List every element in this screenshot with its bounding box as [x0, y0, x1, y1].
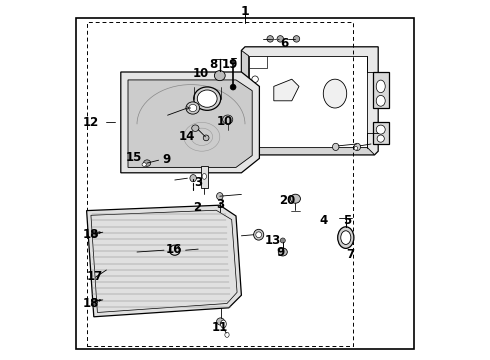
Ellipse shape: [341, 231, 351, 244]
Ellipse shape: [197, 90, 217, 107]
Text: 7: 7: [346, 248, 355, 261]
Text: 18: 18: [83, 228, 99, 241]
Text: 2: 2: [194, 201, 201, 213]
Text: 3: 3: [216, 198, 224, 211]
Ellipse shape: [376, 95, 385, 106]
Ellipse shape: [338, 227, 354, 248]
Ellipse shape: [186, 102, 199, 114]
Ellipse shape: [217, 193, 223, 200]
Ellipse shape: [202, 174, 206, 179]
Ellipse shape: [192, 125, 199, 131]
Ellipse shape: [91, 231, 98, 237]
Ellipse shape: [215, 71, 225, 81]
Polygon shape: [373, 72, 389, 108]
Ellipse shape: [267, 36, 273, 42]
Text: 10: 10: [193, 67, 209, 80]
Text: 8: 8: [209, 58, 218, 71]
Ellipse shape: [230, 84, 236, 90]
Ellipse shape: [144, 160, 151, 166]
Text: 19: 19: [221, 58, 238, 71]
Text: 6: 6: [280, 37, 288, 50]
Ellipse shape: [252, 89, 258, 95]
Text: 18: 18: [83, 297, 99, 310]
Ellipse shape: [190, 175, 196, 182]
Text: 10: 10: [217, 115, 233, 128]
Ellipse shape: [280, 238, 285, 243]
Ellipse shape: [293, 36, 300, 42]
Text: 13: 13: [265, 234, 281, 247]
Text: 11: 11: [212, 321, 228, 334]
Ellipse shape: [354, 143, 361, 150]
Text: 20: 20: [279, 194, 295, 207]
Text: 3: 3: [194, 176, 202, 189]
Polygon shape: [248, 56, 368, 148]
Text: 9: 9: [276, 246, 284, 259]
Ellipse shape: [277, 36, 284, 42]
Polygon shape: [248, 56, 267, 68]
Text: 17: 17: [86, 270, 102, 283]
Ellipse shape: [217, 318, 224, 325]
Polygon shape: [274, 79, 299, 101]
Ellipse shape: [376, 125, 385, 134]
Ellipse shape: [252, 101, 258, 108]
Ellipse shape: [220, 320, 226, 328]
Ellipse shape: [278, 248, 287, 256]
Text: 1: 1: [241, 5, 249, 18]
Ellipse shape: [323, 79, 347, 108]
Ellipse shape: [377, 135, 384, 142]
Polygon shape: [87, 205, 242, 317]
Ellipse shape: [189, 104, 197, 112]
Polygon shape: [201, 166, 208, 188]
Text: 9: 9: [162, 153, 171, 166]
Ellipse shape: [254, 229, 264, 240]
Polygon shape: [242, 50, 248, 155]
Bar: [87, 22, 353, 346]
Polygon shape: [242, 148, 374, 155]
Ellipse shape: [203, 135, 209, 141]
Ellipse shape: [354, 147, 358, 150]
Polygon shape: [121, 72, 259, 173]
Ellipse shape: [194, 87, 220, 111]
Text: 5: 5: [343, 214, 352, 227]
Text: 12: 12: [83, 116, 99, 129]
Text: 14: 14: [178, 130, 195, 143]
Polygon shape: [128, 80, 252, 167]
Polygon shape: [373, 122, 389, 144]
Ellipse shape: [91, 298, 98, 304]
Ellipse shape: [376, 80, 385, 93]
Ellipse shape: [252, 76, 258, 82]
Text: 16: 16: [166, 243, 182, 256]
Ellipse shape: [256, 232, 262, 238]
Ellipse shape: [291, 194, 300, 203]
Ellipse shape: [222, 115, 233, 124]
Text: 4: 4: [319, 214, 328, 227]
Polygon shape: [242, 47, 378, 155]
Ellipse shape: [333, 143, 339, 150]
Text: 15: 15: [126, 151, 142, 164]
Ellipse shape: [142, 163, 147, 166]
Ellipse shape: [225, 332, 229, 337]
